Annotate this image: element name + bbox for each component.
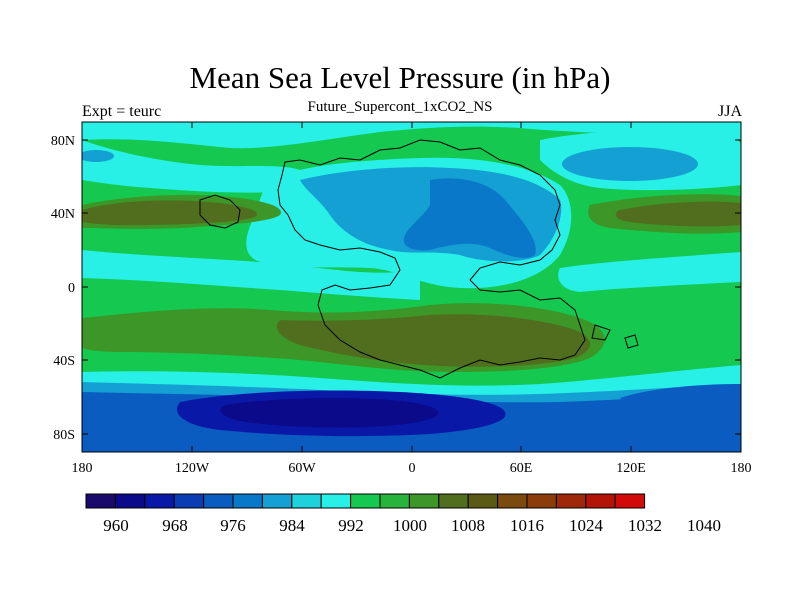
field-ne-low [562,147,698,181]
coastline-east-islet [591,324,611,341]
colorbar-label: 984 [279,516,305,535]
colorbar-label: 992 [338,516,364,535]
colorbar-box [144,493,175,509]
lon-label: 0 [409,461,416,476]
colorbar-box [203,493,234,509]
lon-labels: 180 120W 60W 0 60E 120E 180 [72,461,752,476]
lon-label: 60W [288,461,316,476]
lon-ticks [191,122,632,452]
pressure-field [82,122,741,452]
colorbar-box [585,493,616,509]
colorbar-box [85,493,116,509]
lat-label: 80S [53,428,75,443]
colorbar-label: 1040 [687,516,721,535]
field-central-low [403,178,536,258]
colorbar-box [232,493,263,509]
field-nw-cyan [82,140,300,193]
colorbar-box [497,493,528,509]
colorbar-box [614,493,646,509]
lat-ticks [82,139,741,435]
lat-label: 40N [51,207,75,222]
lat-label: 0 [68,281,75,296]
colorbar-box [173,493,205,509]
colorbar-label: 968 [162,516,188,535]
field-se-low [620,384,741,452]
field-north-cyan [82,122,741,149]
field-ne-high [615,201,741,227]
coastline [199,139,639,379]
colorbar-label: 1000 [393,516,427,535]
colorbar-box [320,493,352,509]
colorbar-label: 976 [220,516,246,535]
map-subtitle: Future_Supercont_1xCO2_NS [307,99,493,115]
lon-label: 120W [175,461,210,476]
colorbar-box [438,493,469,509]
field-nw-high [82,200,257,226]
colorbar-labels: 960 968 976 984 992 1000 1008 1016 1024 … [103,516,721,535]
field-eq-west-cyan [82,250,420,300]
colorbar-label: 1016 [510,516,544,535]
colorbar-label: 960 [103,516,129,535]
colorbar-box [408,493,440,509]
lon-label: 180 [731,461,752,476]
colorbar-box [555,493,587,509]
field-south-min [220,397,439,428]
colorbar-label: 1032 [628,516,662,535]
colorbar-box [291,493,322,509]
lat-label: 40S [53,354,75,369]
colorbar-box [261,493,293,509]
lon-label: 60E [510,461,533,476]
colorbar-box [379,493,410,509]
colorbar-box [114,493,146,509]
colorbar-box [526,493,557,509]
colorbar-label: 1024 [569,516,604,535]
coastline-west-island [199,194,241,229]
coastline-main [277,139,586,379]
lon-label: 180 [72,461,93,476]
map-title: Mean Sea Level Pressure (in hPa) [189,60,611,95]
colorbar [85,493,646,509]
experiment-label: Expt = teurc [82,103,162,120]
colorbar-box [350,493,381,509]
colorbar-box [467,493,499,509]
lon-label: 120E [616,461,646,476]
field-eq-east-cyan [558,252,741,292]
lat-label: 80N [51,134,75,149]
field-south-high [276,314,590,367]
colorbar-label: 1008 [451,516,485,535]
lat-labels: 80N 40N 0 40S 80S [51,134,75,443]
coastline-east-islet-2 [624,334,639,349]
field-nw-low [82,150,114,162]
season-label: JJA [717,103,742,120]
